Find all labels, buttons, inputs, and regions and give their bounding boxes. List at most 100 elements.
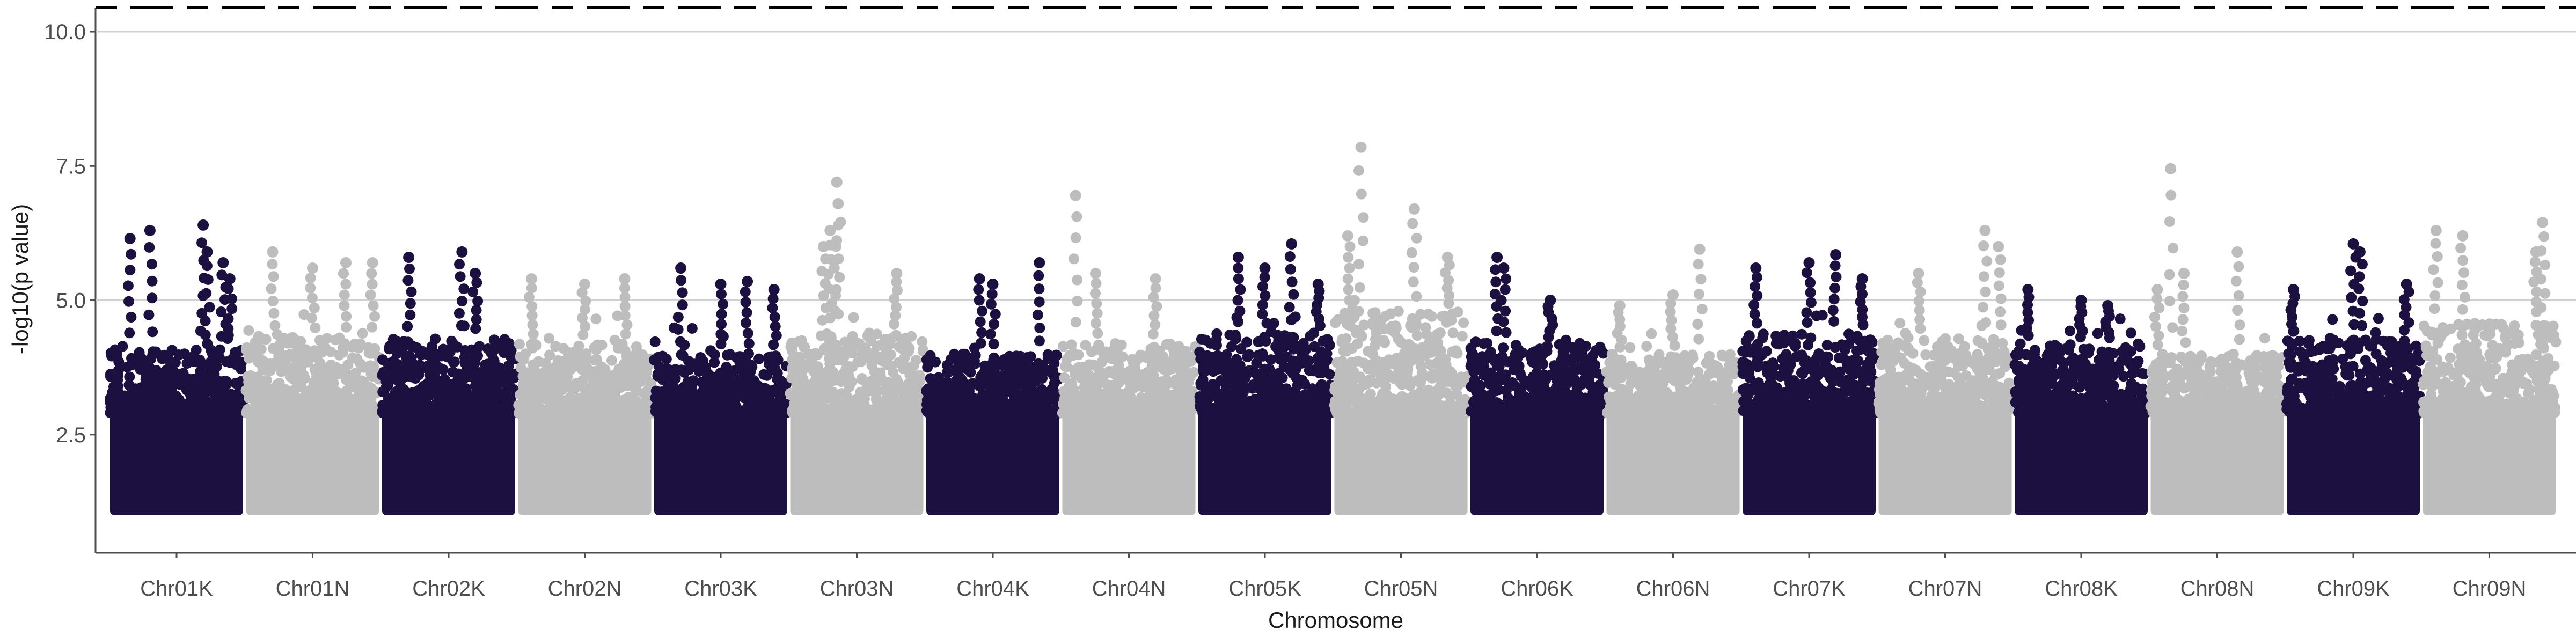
data-point [1278, 332, 1290, 343]
data-point [1353, 165, 1364, 176]
data-point [743, 338, 755, 349]
data-point [609, 388, 620, 399]
data-point [1380, 381, 1392, 392]
data-point [1355, 407, 1366, 419]
data-points [105, 141, 2562, 515]
data-point [405, 309, 416, 320]
data-point [1367, 349, 1379, 360]
data-point [899, 352, 910, 363]
data-point [1411, 319, 1422, 330]
data-point [1426, 347, 1437, 358]
data-point [455, 271, 466, 282]
data-point [1432, 337, 1444, 348]
data-point [576, 407, 588, 418]
data-point [528, 359, 539, 370]
peak-point [267, 246, 279, 258]
data-point [752, 407, 763, 418]
data-point [1147, 328, 1159, 340]
data-point [1278, 404, 1289, 415]
data-point [833, 253, 844, 265]
series-Chr02N [513, 273, 657, 515]
data-point [1161, 374, 1172, 385]
data-point [1299, 354, 1309, 365]
data-point [1507, 377, 1518, 388]
peak-point [987, 279, 999, 290]
peak-point [1070, 189, 1081, 201]
data-point [1499, 284, 1511, 295]
data-point [690, 407, 701, 419]
data-point [898, 363, 909, 374]
data-point [124, 327, 135, 339]
data-point [619, 301, 631, 312]
data-point [290, 391, 301, 402]
data-point [242, 371, 253, 382]
data-point [613, 380, 624, 391]
data-point [989, 318, 1000, 330]
data-point [243, 325, 254, 336]
data-point [503, 338, 515, 349]
data-point [1375, 392, 1387, 403]
data-point [342, 375, 353, 386]
data-point [350, 368, 361, 379]
peak-point [1090, 268, 1101, 279]
data-point [144, 241, 155, 253]
data-point [848, 312, 859, 323]
data-point [846, 345, 857, 356]
data-point [1092, 308, 1103, 319]
plot-area: 2.55.07.510.0 Chr01K Chr01N Chr02K Chr02N Ch… [44, 6, 2576, 601]
data-point [369, 311, 380, 322]
data-point [1540, 397, 1551, 408]
data-point [835, 216, 846, 228]
data-point [456, 320, 467, 331]
data-point [1128, 357, 1139, 368]
data-point [816, 330, 826, 341]
data-point [472, 296, 484, 306]
data-point [1355, 329, 1366, 340]
data-point [1000, 371, 1011, 382]
data-point [1343, 284, 1354, 295]
data-point [1501, 327, 1512, 338]
data-point [1505, 396, 1517, 407]
data-point [357, 328, 368, 339]
data-point [579, 304, 590, 315]
data-point [519, 376, 530, 387]
data-point [834, 355, 845, 365]
data-point [619, 282, 630, 294]
data-point [1457, 331, 1468, 342]
data-point [1356, 188, 1367, 200]
dense-points-band [926, 407, 1059, 515]
data-point [523, 291, 535, 303]
peak-point [307, 262, 318, 274]
data-point [477, 391, 488, 402]
data-point [793, 336, 804, 347]
data-point [1090, 288, 1101, 299]
data-point [471, 314, 482, 325]
data-point [1058, 398, 1069, 409]
data-point [1510, 348, 1521, 360]
data-point [1021, 352, 1033, 363]
data-point [846, 397, 857, 408]
data-point [471, 305, 482, 316]
data-point [136, 403, 147, 414]
data-point [232, 389, 243, 400]
data-point [1174, 375, 1185, 386]
series-Chr06K [1465, 252, 1609, 515]
data-point [432, 385, 443, 397]
data-point [794, 385, 806, 397]
dense-points-band [790, 407, 924, 515]
data-point [1594, 397, 1606, 408]
data-point [676, 364, 687, 376]
data-point [105, 402, 116, 413]
data-point [541, 407, 552, 419]
data-point [1217, 363, 1228, 375]
data-point [1222, 377, 1233, 389]
data-point [1491, 325, 1502, 336]
data-point [472, 350, 483, 361]
data-point [1367, 402, 1379, 414]
data-point [202, 338, 213, 349]
dense-points-band [110, 407, 243, 515]
data-point [113, 389, 124, 400]
data-point [672, 324, 684, 335]
data-point [1284, 251, 1296, 262]
data-point [716, 289, 727, 300]
